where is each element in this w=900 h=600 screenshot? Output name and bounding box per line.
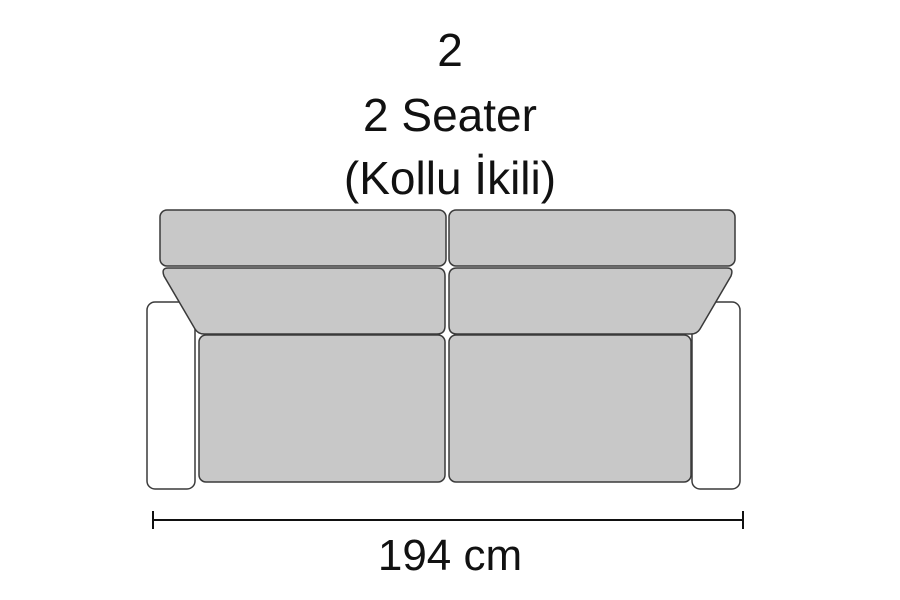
back-top-cushion-left [159,209,447,267]
width-dimension-label: 194 cm [377,531,523,580]
seat-cushion-left [198,334,446,483]
left-arm [146,301,196,490]
sofa-name: 2 Seater [363,89,537,141]
back-slope-cushion-left [162,267,446,335]
sofa-subtitle: (Kollu İkili) [343,152,557,204]
sofa-number: 2 [437,24,463,76]
seat-cushion-right [448,334,692,483]
back-slope-cushion-right [448,267,733,335]
back-top-cushion-right [448,209,736,267]
